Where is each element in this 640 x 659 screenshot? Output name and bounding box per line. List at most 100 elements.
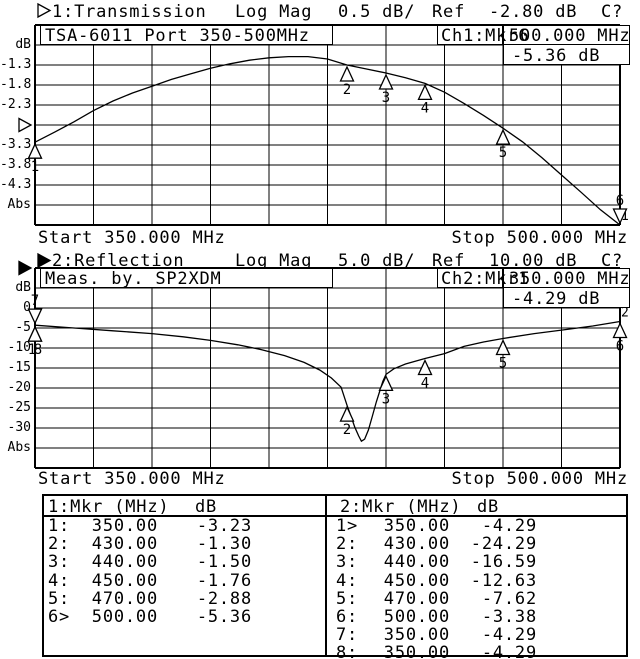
ch1-scale: 0.5 dB/	[338, 2, 416, 22]
ch2-info-box: Meas. by. SP2XDM	[40, 268, 333, 289]
marker-number: 5:	[48, 588, 71, 609]
y-axis-label: -1.3	[0, 57, 32, 72]
marker-number: 7:	[336, 625, 359, 646]
marker-number: 1:	[48, 516, 71, 536]
marker-table-row: 1: 350.00 -3.23	[44, 517, 626, 535]
marker-table1-title: 1:Mkr (MHz)	[48, 497, 170, 517]
marker-number: 6:	[336, 607, 359, 627]
marker-table2-unit: dB	[477, 497, 500, 517]
marker-frequency: 430.00	[91, 534, 158, 555]
marker-table: 1:Mkr (MHz) dB 2:Mkr (MHz) dB 1: 350.00 -3…	[42, 494, 628, 659]
ch2-cal-status: C?	[601, 251, 624, 271]
ch1-ref-value: -2.80 dB	[489, 2, 578, 22]
y-axis-label: dB	[15, 37, 31, 52]
marker-number: 4:	[336, 570, 359, 591]
y-axis-label: -5	[15, 320, 31, 335]
marker-level: -24.29	[470, 534, 537, 555]
svg-text:6: 6	[616, 193, 624, 209]
svg-text:2: 2	[621, 306, 629, 321]
y-axis-label: -25	[7, 400, 31, 415]
y-axis-label: -15	[7, 360, 31, 375]
marker-table-row: 5: 470.00 -7.62	[44, 590, 626, 608]
ch2-ref-label: Ref	[432, 251, 466, 271]
marker-level: -4.29	[481, 516, 537, 536]
svg-text:1: 1	[28, 342, 36, 358]
svg-text:5: 5	[499, 355, 507, 371]
marker-number: 5:	[336, 588, 359, 609]
marker-table-row: 5: 470.00 -2.88	[44, 590, 626, 608]
marker-table-row: 6> 500.00 -5.36	[44, 608, 626, 626]
marker-level: -4.29	[481, 625, 537, 646]
ch1-stop-freq: Stop 500.000 MHz	[451, 228, 628, 248]
marker-number: 2:	[48, 534, 71, 555]
ch2-readout-separator	[502, 269, 504, 287]
marker-frequency: 500.00	[383, 607, 450, 627]
y-axis-label: -4.3	[0, 177, 32, 192]
ch2-format: Log Mag	[235, 251, 313, 271]
ch2-info-text: Meas. by. SP2XDM	[45, 269, 222, 289]
marker-level: -2.88	[196, 588, 252, 609]
marker-level: -7.62	[481, 588, 537, 609]
marker-number: 4:	[48, 570, 71, 591]
marker-number: 1>	[336, 516, 359, 536]
ch1-marker-readout-label: Ch1:Mkr6	[441, 26, 530, 46]
y-axis-label: -20	[7, 380, 31, 395]
marker-number: 3:	[336, 552, 359, 573]
svg-text:5: 5	[499, 145, 507, 161]
y-axis-label: -30	[7, 420, 31, 435]
ch1-readout-separator	[502, 26, 504, 44]
marker-frequency: 470.00	[91, 588, 158, 609]
marker-table-row: 2: 430.00 -24.29	[44, 535, 626, 553]
marker-table-header-rule	[44, 515, 626, 517]
marker-table-row: 4: 450.00 -12.63	[44, 572, 626, 590]
y-axis-label: Abs	[7, 440, 31, 455]
svg-text:7: 7	[31, 293, 39, 309]
marker-level: -4.29	[481, 643, 537, 659]
ch1-marker-value-box: -5.36 dB	[503, 43, 630, 66]
marker-frequency: 350.00	[383, 516, 450, 536]
marker-frequency: 350.00	[383, 625, 450, 646]
ch1-cal-status: C?	[601, 2, 624, 22]
ch1-start-freq: Start 350.000 MHz	[38, 228, 226, 248]
marker-level: -12.63	[470, 570, 537, 591]
marker-table-row: 2: 430.00 -1.30	[44, 535, 626, 553]
svg-text:3: 3	[382, 90, 390, 106]
marker-frequency: 470.00	[383, 588, 450, 609]
marker-frequency: 500.00	[91, 607, 158, 627]
marker-level: -1.76	[196, 570, 252, 591]
marker-table-row: 3: 440.00 -16.59	[44, 553, 626, 571]
marker-table-row: 7: 350.00 -4.29	[44, 626, 626, 644]
marker-number: 2:	[336, 534, 359, 555]
ch1-marker-readout-box: Ch1:Mkr6 500.000 MHz	[437, 25, 630, 46]
marker-table-row: 1> 350.00 -4.29	[44, 517, 626, 535]
marker-table-row: 3: 440.00 -1.50	[44, 553, 626, 571]
ch2-stop-freq: Stop 500.000 MHz	[451, 469, 628, 489]
ch2-marker-freq: 350.000 MHz	[509, 269, 631, 289]
marker-frequency: 450.00	[383, 570, 450, 591]
ch2-marker-readout-box: Ch2:Mkr1 350.000 MHz	[437, 268, 631, 289]
ch2-marker-readout-label: Ch2:Mkr1	[441, 269, 530, 289]
marker-table2-title: 2:Mkr (MHz)	[340, 497, 462, 517]
ch2-ref-value: 10.00 dB	[489, 251, 578, 271]
marker-table-row: 8: 350.00 -4.29	[44, 644, 626, 659]
y-axis-label: -1.8	[0, 77, 32, 92]
marker-level: -16.59	[470, 552, 537, 573]
ch1-marker-value: -5.36 dB	[512, 45, 601, 66]
marker-frequency: 440.00	[91, 552, 158, 573]
marker-frequency: 440.00	[383, 552, 450, 573]
marker-table1-unit: dB	[195, 497, 218, 517]
marker-number: 6>	[48, 607, 71, 627]
marker-level: -1.30	[196, 534, 252, 555]
marker-table-divider	[325, 496, 327, 655]
ch1-format: Log Mag	[235, 2, 313, 22]
svg-text:2: 2	[343, 82, 351, 98]
marker-level: -3.23	[196, 516, 252, 536]
marker-number: 8:	[336, 643, 359, 659]
ch1-info-box: TSA-6011 Port 350-500MHz	[40, 25, 333, 46]
svg-text:1: 1	[621, 209, 629, 224]
ch2-scale: 5.0 dB/	[338, 251, 416, 271]
marker-number: 3:	[48, 552, 71, 573]
ch1-trace-title: 1:Transmission	[52, 2, 207, 22]
marker-frequency: 350.00	[91, 516, 158, 536]
